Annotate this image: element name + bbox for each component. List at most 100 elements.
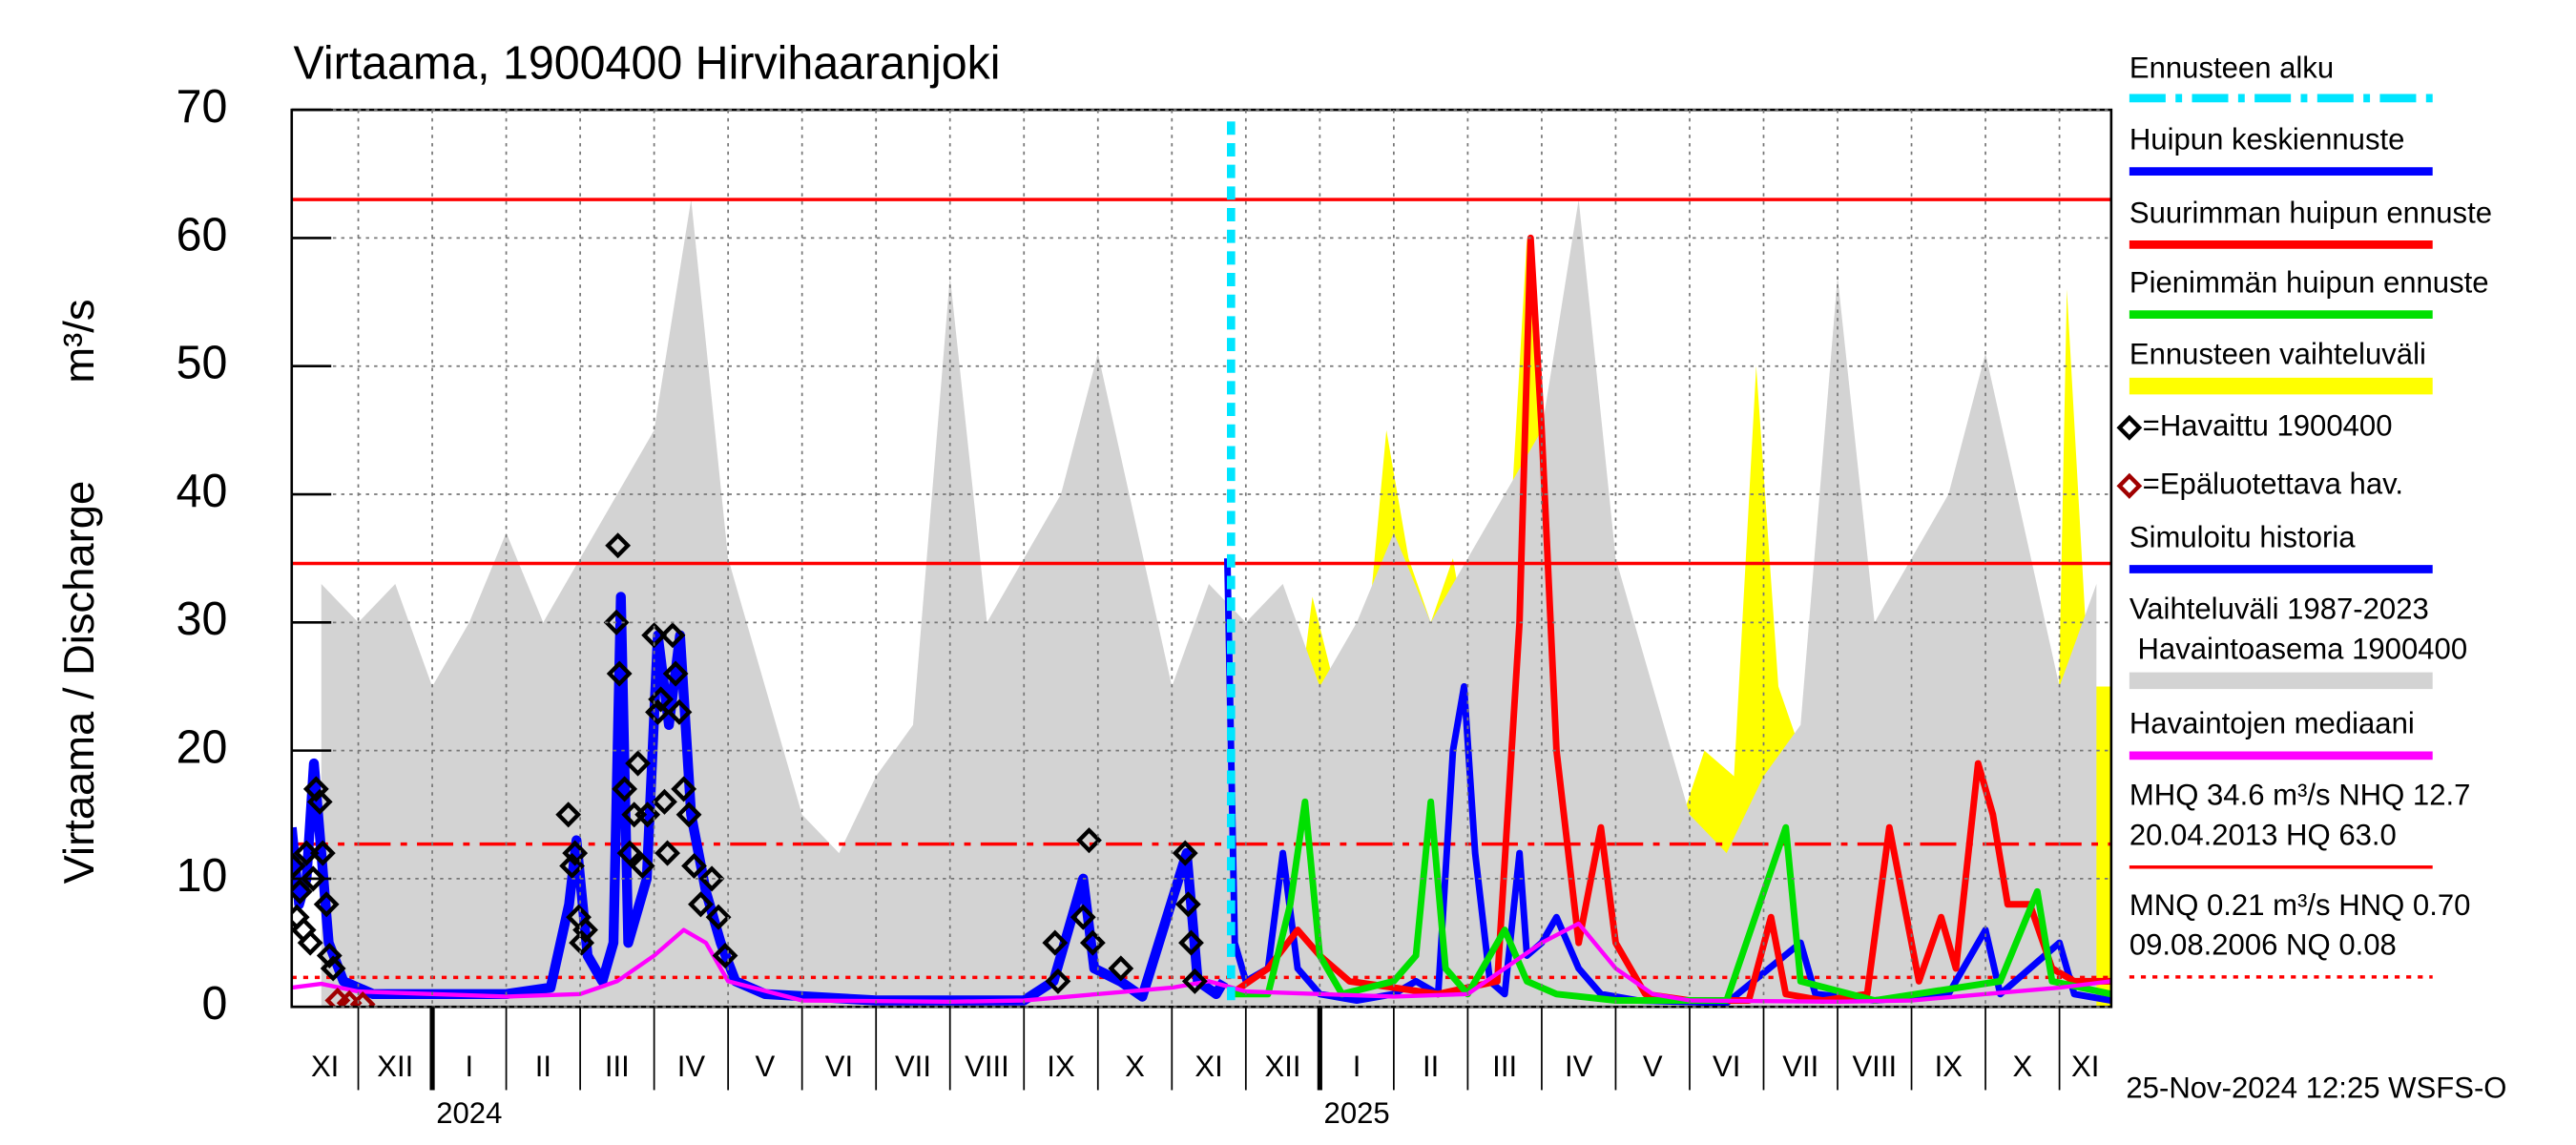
observation bbox=[666, 698, 693, 725]
observation bbox=[654, 840, 680, 866]
observation bbox=[605, 532, 632, 559]
stats-label: MNQ 0.21 m³/s HNQ 0.70 bbox=[2129, 888, 2471, 922]
x-tick-label: VI bbox=[1713, 1050, 1740, 1083]
observation bbox=[612, 776, 638, 802]
range-area bbox=[321, 199, 2097, 1008]
y-tick-label: 20 bbox=[177, 721, 228, 773]
x-tick-label: VI bbox=[825, 1050, 853, 1083]
legend-label: Ennusteen alku bbox=[2129, 51, 2334, 84]
x-tick-label: I bbox=[1353, 1050, 1361, 1083]
y-tick-label: 50 bbox=[177, 337, 228, 388]
legend-label: Suurimman huipun ennuste bbox=[2129, 196, 2492, 229]
legend-label: Pienimmän huipun ennuste bbox=[2129, 265, 2489, 299]
observation bbox=[652, 788, 677, 815]
x-tick-label: VII bbox=[1782, 1050, 1818, 1083]
observation bbox=[1172, 840, 1198, 866]
observation bbox=[1076, 827, 1102, 854]
x-tick-label: VIII bbox=[1852, 1050, 1897, 1083]
observation bbox=[681, 852, 707, 880]
stats-label: MHQ 34.6 m³/s NHQ 12.7 bbox=[2129, 779, 2471, 812]
year-label: 2024 bbox=[436, 1096, 502, 1130]
observation bbox=[297, 929, 323, 956]
chart-title: Virtaama, 1900400 Hirvihaaranjoki bbox=[293, 37, 1000, 89]
x-tick-label: IX bbox=[1935, 1050, 1963, 1083]
observation bbox=[293, 840, 320, 866]
x-tick-label: VIII bbox=[965, 1050, 1009, 1083]
observation bbox=[313, 891, 340, 918]
x-tick-label: X bbox=[2012, 1050, 2032, 1083]
observation bbox=[291, 878, 313, 905]
observation bbox=[320, 955, 346, 982]
y-tick-label: 10 bbox=[177, 850, 228, 902]
observation bbox=[291, 852, 306, 880]
series-line bbox=[1231, 798, 2111, 1005]
observation bbox=[1174, 891, 1201, 918]
observation bbox=[603, 609, 630, 635]
observation bbox=[648, 686, 675, 713]
observation bbox=[562, 840, 589, 866]
legend-label: Simuloitu historia bbox=[2129, 520, 2356, 553]
observation bbox=[306, 788, 333, 815]
x-tick-label: IX bbox=[1047, 1050, 1075, 1083]
x-tick-label: IV bbox=[677, 1050, 706, 1083]
x-tick-label: XI bbox=[311, 1050, 339, 1083]
x-tick-label: XII bbox=[377, 1050, 413, 1083]
observation bbox=[659, 622, 686, 649]
legend-label: Havaintoasema 1900400 bbox=[2129, 632, 2467, 665]
observation bbox=[625, 750, 651, 777]
observation bbox=[675, 802, 702, 828]
year-label: 2025 bbox=[1324, 1096, 1390, 1130]
plot-frame bbox=[290, 108, 2113, 1009]
y-tick-label: 40 bbox=[177, 466, 228, 517]
observation bbox=[349, 990, 376, 1008]
observation bbox=[1045, 968, 1071, 994]
legend-label: =Epäluotettava hav. bbox=[2143, 467, 2403, 500]
legend-marker bbox=[2116, 472, 2143, 499]
observation bbox=[309, 840, 336, 866]
x-tick-label: XI bbox=[2071, 1050, 2099, 1083]
x-tick-label: II bbox=[1423, 1050, 1439, 1083]
observation bbox=[705, 904, 732, 930]
observation bbox=[555, 802, 582, 828]
observation bbox=[1042, 929, 1069, 956]
legend-label: Huipun keskiennuste bbox=[2129, 122, 2405, 156]
legend-label: Vaihteluväli 1987-2023 bbox=[2129, 592, 2429, 625]
observation bbox=[1181, 968, 1208, 994]
stats-label: 20.04.2013 HQ 63.0 bbox=[2129, 818, 2397, 851]
observation bbox=[606, 660, 633, 687]
x-tick-label: XI bbox=[1195, 1050, 1222, 1083]
legend-label: Havaintojen mediaani bbox=[2129, 707, 2415, 740]
x-tick-label: I bbox=[465, 1050, 473, 1083]
observation bbox=[671, 776, 697, 802]
x-tick-label: XII bbox=[1265, 1050, 1301, 1083]
x-tick-label: II bbox=[535, 1050, 551, 1083]
observation bbox=[572, 917, 598, 944]
observation bbox=[698, 865, 725, 892]
x-tick-label: III bbox=[1492, 1050, 1517, 1083]
observation bbox=[1108, 955, 1134, 982]
plot-area bbox=[291, 198, 2111, 1008]
y-tick-label: 30 bbox=[177, 593, 228, 645]
observation bbox=[662, 660, 689, 687]
observation bbox=[1070, 904, 1096, 930]
observation bbox=[688, 891, 714, 918]
observation bbox=[712, 942, 738, 969]
observation bbox=[302, 776, 329, 802]
stats-label: 09.08.2006 NQ 0.08 bbox=[2129, 928, 2397, 962]
observation bbox=[300, 865, 326, 892]
y-tick-label: 60 bbox=[177, 209, 228, 260]
legend-label: Ennusteen vaihteluväli bbox=[2129, 337, 2426, 370]
y-axis-label: Virtaama / Discharge bbox=[54, 481, 103, 885]
observation bbox=[629, 852, 655, 880]
x-tick-label: VII bbox=[895, 1050, 931, 1083]
footer: 25-Nov-2024 12:25 WSFS-O bbox=[2126, 1072, 2506, 1105]
y-axis-unit: m³/s bbox=[54, 299, 103, 383]
observation bbox=[316, 942, 343, 969]
x-tick-label: V bbox=[756, 1050, 776, 1083]
x-tick-label: IV bbox=[1565, 1050, 1593, 1083]
observation bbox=[1178, 929, 1204, 956]
observation bbox=[645, 698, 671, 725]
legend-marker bbox=[2116, 414, 2143, 441]
